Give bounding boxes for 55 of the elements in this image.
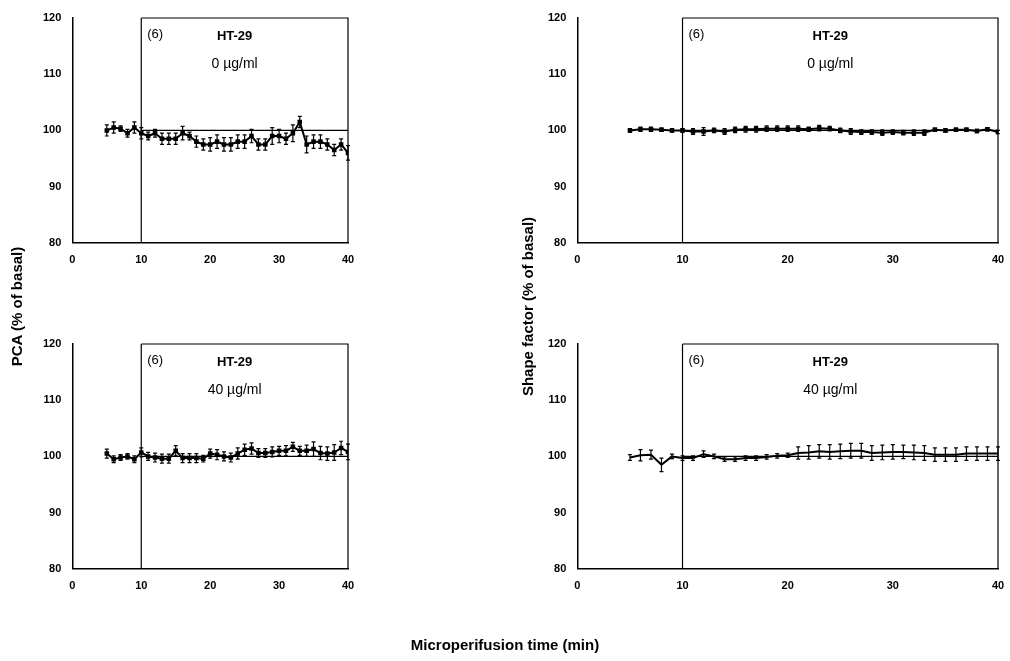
- x-tick-label: 10: [135, 579, 148, 592]
- x-tick-label: 20: [781, 579, 794, 592]
- annotation: (6): [147, 25, 164, 41]
- x-tick-label: 10: [676, 579, 689, 592]
- x-axis-title: Microperifusion time (min): [409, 636, 601, 653]
- y-tick-label: 90: [554, 179, 567, 192]
- annotation: HT-29: [812, 353, 848, 369]
- annotation: 40 µg/ml: [207, 380, 262, 397]
- x-tick-label: 20: [204, 579, 217, 592]
- annotation: (6): [688, 25, 705, 41]
- y-tick-label: 90: [49, 505, 62, 518]
- x-tick-label: 30: [886, 253, 899, 266]
- y-tick-label: 110: [43, 393, 62, 406]
- y-tick-label: 80: [554, 235, 567, 248]
- annotation: 40 µg/ml: [803, 380, 858, 397]
- x-tick-label: 0: [574, 253, 581, 266]
- x-tick-label: 30: [272, 579, 286, 592]
- x-tick-label: 30: [272, 253, 286, 266]
- y-tick-label: 100: [42, 449, 62, 462]
- y-tick-label: 90: [49, 179, 62, 192]
- y-tick-label: 120: [42, 337, 62, 350]
- y-tick-label: 80: [49, 235, 62, 248]
- annotation: (6): [688, 351, 705, 367]
- x-tick-label: 10: [135, 253, 148, 266]
- x-tick-label: 40: [991, 253, 1005, 266]
- x-tick-label: 40: [341, 579, 355, 592]
- x-tick-label: 0: [69, 253, 76, 266]
- y-tick-label: 110: [43, 67, 62, 80]
- y-tick-label: 100: [547, 123, 567, 136]
- x-tick-label: 0: [574, 579, 581, 592]
- y-tick-label: 90: [554, 505, 567, 518]
- x-tick-label: 30: [886, 579, 899, 592]
- annotation: (6): [147, 351, 164, 367]
- y-axis-title: Shape factor (% of basal): [518, 215, 536, 399]
- annotation: 0 µg/ml: [807, 54, 854, 71]
- y-tick-label: 110: [548, 67, 567, 80]
- y-tick-label: 120: [547, 337, 567, 350]
- y-tick-label: 110: [548, 393, 567, 406]
- x-tick-label: 20: [204, 253, 217, 266]
- x-tick-label: 20: [781, 253, 794, 266]
- x-tick-label: 40: [341, 253, 355, 266]
- y-tick-label: 80: [49, 561, 62, 574]
- y-tick-label: 120: [547, 11, 567, 24]
- annotation: 0 µg/ml: [211, 54, 258, 71]
- y-tick-label: 100: [547, 449, 567, 462]
- y-tick-label: 100: [42, 123, 62, 136]
- y-axis-title: PCA (% of basal): [7, 245, 25, 369]
- annotation: HT-29: [216, 353, 253, 369]
- annotation: HT-29: [812, 27, 848, 43]
- y-tick-label: 80: [554, 561, 567, 574]
- x-tick-label: 10: [676, 253, 689, 266]
- x-tick-label: 40: [991, 579, 1005, 592]
- annotation: HT-29: [216, 27, 253, 43]
- x-tick-label: 0: [69, 579, 76, 592]
- y-tick-label: 120: [42, 11, 62, 24]
